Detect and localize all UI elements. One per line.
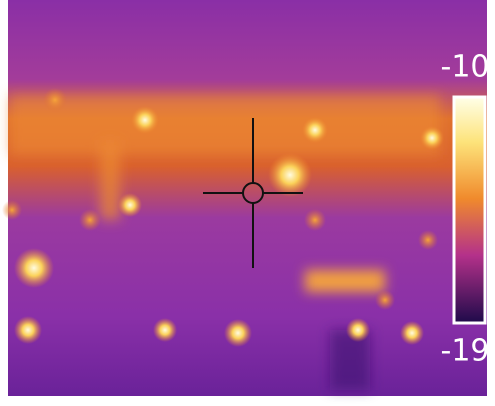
scale-max-label: -10: [441, 50, 490, 85]
scale-min-label: -19: [441, 334, 490, 369]
thermal-view: -10 -19: [0, 0, 495, 406]
color-scale-bar: [454, 97, 485, 323]
